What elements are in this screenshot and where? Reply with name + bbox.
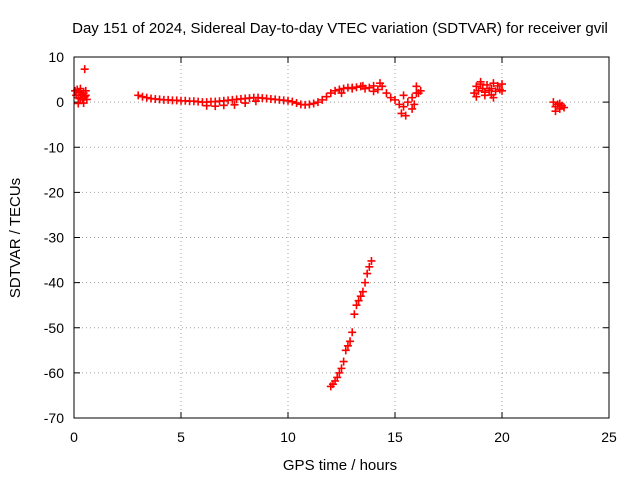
data-point [305,100,314,109]
data-point [309,99,318,108]
data-point [376,79,385,88]
y-tick-label: -30 [44,230,64,246]
data-points [71,65,569,391]
grid-layer [73,56,610,419]
data-point [560,103,569,112]
data-point [211,102,220,111]
y-tick-labels: 10 0 -10 -20 -30 -40 -50 -60 -70 [44,49,64,426]
data-point [498,86,506,95]
data-point [361,278,370,287]
data-point [365,83,374,92]
data-point [549,98,558,107]
plot-frame [73,56,610,419]
data-point [138,92,147,101]
data-point [339,84,348,93]
x-tick-label: 0 [70,429,78,445]
data-point [414,89,423,98]
x-tick-label: 5 [177,429,185,445]
data-point [346,337,355,346]
data-point [348,83,357,92]
data-point [363,269,372,278]
data-point [202,101,211,110]
y-tick-label: -60 [44,365,64,381]
data-point [373,85,382,94]
data-point [489,79,498,88]
data-point [241,99,250,108]
data-point [483,80,492,89]
data-point [335,368,344,377]
x-axis-label: GPS time / hours [283,457,397,474]
data-point [341,346,350,355]
chart-title: Day 151 of 2024, Sidereal Day-to-day VTE… [72,20,608,37]
data-point [365,262,374,271]
data-point [354,296,363,305]
data-point [76,84,85,93]
data-point [292,99,301,108]
data-point [348,328,357,337]
x-tick-labels: 0 5 10 15 20 25 [70,429,617,445]
data-point [410,100,419,109]
data-point [551,107,560,116]
data-point [408,93,417,102]
y-tick-label: -10 [44,139,64,155]
data-point [358,81,367,90]
data-point [79,99,88,108]
data-point [343,341,352,350]
data-point [219,101,228,110]
data-point [472,82,481,91]
data-point [331,86,340,95]
data-point [474,86,483,95]
data-point [367,256,376,265]
data-point [358,287,367,296]
data-point [386,93,395,102]
data-point [369,87,378,96]
data-point [391,95,399,104]
data-point [395,100,404,109]
data-point [251,97,260,106]
y-tick-label: 10 [48,49,64,65]
data-point [284,96,292,105]
data-point [476,77,485,86]
data-point [326,89,335,98]
data-point [487,90,496,99]
data-point [350,310,359,319]
data-point [80,65,89,74]
data-point [322,92,331,101]
data-point [498,80,506,89]
data-point [352,301,361,310]
y-tick-label: 0 [56,94,64,110]
data-point [408,104,417,113]
data-point [230,100,239,109]
y-tick-label: -40 [44,275,64,291]
y-tick-label: -20 [44,184,64,200]
x-tick-label: 25 [601,429,617,445]
data-point [382,89,391,98]
y-tick-label: -50 [44,320,64,336]
data-point [337,364,346,373]
y-axis-label: SDTVAR / TECUs [7,178,24,298]
data-point [397,109,406,118]
data-point [399,91,408,100]
data-point [333,373,342,382]
data-point [472,92,481,101]
x-tick-label: 15 [387,429,403,445]
data-point [134,91,143,100]
data-point [288,97,297,106]
y-tick-label: -70 [44,410,64,426]
data-point [403,98,412,107]
data-point [356,292,365,301]
x-tick-label: 20 [494,429,510,445]
data-point [318,95,327,104]
data-point [313,98,322,107]
data-point [401,111,410,120]
data-point [399,102,408,111]
data-point [81,86,90,95]
data-point [337,89,346,98]
x-tick-label: 10 [280,429,296,445]
data-point [412,82,421,91]
data-point [142,93,151,102]
data-point [339,357,348,366]
data-point [555,99,564,108]
